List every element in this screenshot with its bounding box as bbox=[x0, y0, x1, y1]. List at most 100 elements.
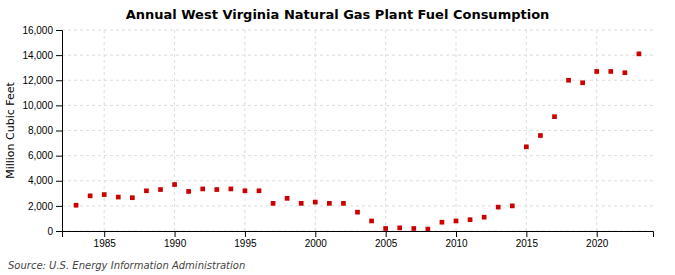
grid bbox=[62, 30, 653, 231]
point bbox=[200, 187, 205, 192]
x-tick: 1995 bbox=[234, 231, 257, 249]
point bbox=[102, 192, 107, 197]
point bbox=[186, 189, 191, 194]
points bbox=[74, 52, 642, 231]
point bbox=[454, 219, 459, 224]
point bbox=[257, 188, 262, 193]
y-tick-label: 0 bbox=[47, 226, 53, 237]
x-tick-label: 1995 bbox=[234, 238, 257, 249]
point bbox=[580, 80, 585, 85]
point bbox=[552, 114, 557, 119]
point bbox=[411, 226, 416, 231]
y-tick: 16,000 bbox=[22, 25, 62, 36]
y-tick-mark bbox=[56, 105, 62, 106]
point bbox=[510, 204, 515, 209]
point bbox=[243, 188, 248, 193]
x-tick-label: 2005 bbox=[375, 238, 398, 249]
point bbox=[538, 133, 543, 138]
point bbox=[229, 187, 234, 192]
point bbox=[482, 215, 487, 220]
annotation: Source: U.S. Energy Information Administ… bbox=[8, 260, 245, 271]
x-tick-mark bbox=[315, 231, 316, 237]
x-tick-mark bbox=[175, 231, 176, 237]
y-tick-mark bbox=[56, 30, 62, 31]
x-tick: 2000 bbox=[305, 231, 328, 249]
y-tick: 6,000 bbox=[28, 150, 62, 161]
y-tick-mark bbox=[56, 181, 62, 182]
x-tick: 1985 bbox=[94, 231, 117, 249]
point bbox=[327, 201, 332, 206]
x-tick: 2005 bbox=[375, 231, 398, 249]
point bbox=[285, 196, 290, 201]
grid-line-x bbox=[244, 30, 245, 231]
y-tick-mark bbox=[56, 80, 62, 81]
point bbox=[608, 69, 613, 74]
grid-line-y bbox=[62, 130, 653, 131]
point bbox=[144, 188, 149, 193]
point bbox=[116, 195, 121, 200]
y-tick-label: 10,000 bbox=[22, 100, 53, 111]
x-tick-label: 2015 bbox=[516, 238, 539, 249]
point bbox=[214, 187, 219, 192]
grid-line-x bbox=[596, 30, 597, 231]
point bbox=[313, 200, 318, 205]
point bbox=[172, 182, 177, 187]
x-axis: 19851990199520002005201020152020 bbox=[63, 231, 654, 249]
y-tick: 12,000 bbox=[22, 75, 62, 86]
point bbox=[637, 52, 642, 57]
x-tick-mark bbox=[456, 231, 457, 237]
point bbox=[468, 217, 473, 222]
y-tick: 8,000 bbox=[28, 125, 62, 136]
y-axis-title: Million Cubic Feet bbox=[4, 81, 17, 178]
point bbox=[369, 219, 374, 224]
x-tick-label: 1985 bbox=[94, 238, 117, 249]
grid-line-x bbox=[456, 30, 457, 231]
y-tick: 2,000 bbox=[28, 201, 62, 212]
y-tick-mark bbox=[56, 206, 62, 207]
y-tick-label: 2,000 bbox=[28, 201, 53, 212]
y-tick: 10,000 bbox=[22, 100, 62, 111]
grid-line-y bbox=[62, 155, 653, 156]
point bbox=[594, 69, 599, 74]
x-tick-mark bbox=[597, 231, 598, 237]
x-tick-label: 2020 bbox=[586, 238, 609, 249]
y-tick-mark bbox=[56, 156, 62, 157]
x-tick: 2010 bbox=[445, 231, 468, 249]
point bbox=[397, 226, 402, 231]
point bbox=[130, 195, 135, 200]
grid-line-x bbox=[385, 30, 386, 231]
y-tick-label: 8,000 bbox=[28, 125, 53, 136]
x-tick-mark bbox=[386, 231, 387, 237]
point bbox=[440, 220, 445, 225]
y-tick-label: 16,000 bbox=[22, 25, 53, 36]
grid-line-y bbox=[62, 180, 653, 181]
grid-line-y bbox=[62, 30, 653, 31]
y-tick-mark bbox=[56, 131, 62, 132]
point bbox=[271, 201, 276, 206]
y-tick-mark bbox=[56, 55, 62, 56]
point bbox=[524, 144, 529, 149]
x-tick: 2020 bbox=[586, 231, 609, 249]
point bbox=[623, 70, 628, 75]
x-tick-mark bbox=[104, 231, 105, 237]
point bbox=[355, 210, 360, 215]
point bbox=[496, 205, 501, 210]
grid-line-x bbox=[174, 30, 175, 231]
point bbox=[341, 201, 346, 206]
x-axis-line bbox=[63, 232, 654, 238]
y-tick-label: 12,000 bbox=[22, 75, 53, 86]
y-tick-label: 6,000 bbox=[28, 150, 53, 161]
grid-line-y bbox=[62, 55, 653, 56]
plot: 1985199019952000200520102015202002,0004,… bbox=[22, 25, 653, 249]
grid-line-y bbox=[62, 105, 653, 106]
y-tick-label: 4,000 bbox=[28, 175, 53, 186]
y-tick: 14,000 bbox=[22, 50, 62, 61]
y-axis: 0 2,000 4,000 6,000 8,000 10,000 12,000 14,000 1… bbox=[22, 25, 62, 237]
grid-line-x bbox=[526, 30, 527, 231]
point bbox=[383, 226, 388, 231]
x-tick-mark bbox=[526, 231, 527, 237]
title: Annual West Virginia Natural Gas Plant F… bbox=[126, 7, 550, 22]
y-tick-mark bbox=[56, 231, 62, 232]
point bbox=[299, 201, 304, 206]
point bbox=[426, 227, 431, 231]
